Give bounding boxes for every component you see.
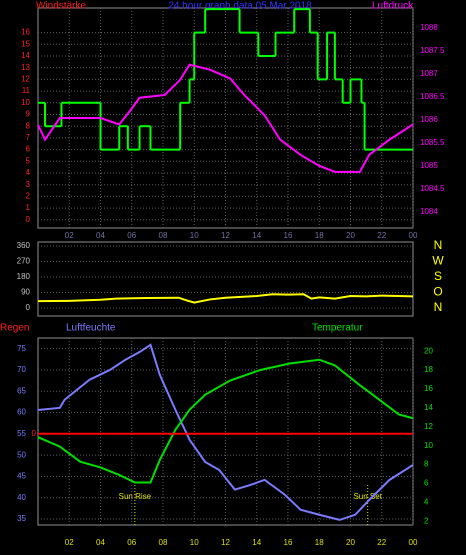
- y-tick-label: 5: [26, 156, 31, 165]
- y-tick-label: 6: [26, 145, 31, 154]
- y2-tick-label: 20: [424, 346, 433, 355]
- x-tick-label: 20: [346, 231, 355, 240]
- y-tick-label: 270: [17, 257, 31, 266]
- y2-tick-label: 1088: [420, 23, 438, 32]
- y-tick-label: 15: [21, 39, 30, 48]
- x-tick-label: 22: [377, 538, 386, 547]
- x-tick-label: 18: [315, 231, 324, 240]
- y-tick-label: 0: [26, 215, 31, 224]
- x-tick-label: 08: [159, 538, 168, 547]
- y2-tick-label: 1085.5: [420, 138, 445, 147]
- x-tick-label: 16: [284, 538, 293, 547]
- y-tick-label: 2: [26, 192, 31, 201]
- axis-label: Regen: [0, 323, 29, 334]
- y-tick-label: 70: [17, 365, 26, 374]
- y-tick-label: 55: [17, 429, 26, 438]
- y-tick-label: 0: [26, 303, 31, 312]
- y3-tick-label: 0: [32, 429, 37, 438]
- x-tick-label: 20: [346, 538, 355, 547]
- series-line: [37, 293, 414, 304]
- y-tick-label: 360: [17, 241, 31, 250]
- y-tick-label: 10: [21, 98, 30, 107]
- y-tick-label: 1: [26, 203, 31, 212]
- y2-tick-label: W: [432, 254, 444, 268]
- y-tick-label: 9: [26, 110, 31, 119]
- y2-tick-label: 12: [424, 422, 433, 431]
- x-tick-label: 04: [96, 538, 105, 547]
- x-tick-label: 18: [315, 538, 324, 547]
- axis-label: Temperatur: [312, 323, 363, 334]
- y2-tick-label: N: [434, 238, 443, 252]
- x-tick-label: 14: [252, 231, 261, 240]
- annotation: Sun Rise: [119, 492, 152, 501]
- series-line: [37, 63, 414, 173]
- y-tick-label: 180: [17, 272, 31, 281]
- x-tick-label: 22: [377, 231, 386, 240]
- series-line: [37, 343, 414, 521]
- y2-tick-label: 14: [424, 403, 433, 412]
- y-tick-label: 11: [22, 86, 31, 95]
- y-tick-label: 40: [17, 493, 26, 502]
- y2-tick-label: 8: [424, 460, 429, 469]
- y-tick-label: 16: [21, 28, 30, 37]
- y2-tick-label: 1086: [420, 115, 438, 124]
- y-tick-label: 14: [21, 51, 30, 60]
- x-tick-label: 12: [221, 231, 230, 240]
- x-tick-label: 08: [159, 231, 168, 240]
- y-tick-label: 4: [26, 168, 31, 177]
- panel-frame: [37, 241, 414, 317]
- x-tick-label: 16: [284, 231, 293, 240]
- series-line: [37, 358, 414, 484]
- y-tick-label: 7: [26, 133, 31, 142]
- y-tick-label: 3: [26, 180, 31, 189]
- y-tick-label: 35: [17, 514, 26, 523]
- axis-label: Luftfeuchte: [66, 323, 116, 334]
- y2-tick-label: 1087: [420, 69, 438, 78]
- x-tick-label: 00: [409, 538, 418, 547]
- y2-tick-label: O: [433, 285, 442, 299]
- x-tick-label: 06: [127, 231, 136, 240]
- x-tick-label: 04: [96, 231, 105, 240]
- axis-label: Luftdruck: [372, 1, 414, 12]
- y2-tick-label: 1085: [420, 161, 438, 170]
- y2-tick-label: 1086.5: [420, 92, 445, 101]
- y-tick-label: 45: [17, 472, 26, 481]
- x-tick-label: 12: [221, 538, 230, 547]
- y-tick-label: 8: [26, 121, 31, 130]
- y2-tick-label: N: [434, 300, 443, 314]
- y-tick-label: 90: [21, 288, 30, 297]
- y2-tick-label: 10: [424, 441, 433, 450]
- x-tick-label: 02: [65, 231, 74, 240]
- y2-tick-label: 18: [424, 365, 433, 374]
- x-tick-label: 02: [65, 538, 74, 547]
- y-tick-label: 65: [17, 386, 26, 395]
- y-tick-label: 75: [17, 344, 26, 353]
- y2-tick-label: 2: [424, 516, 429, 525]
- x-tick-label: 10: [190, 231, 199, 240]
- x-tick-label: 14: [252, 538, 261, 547]
- annotation: Sun Set: [353, 492, 382, 501]
- y-tick-label: 13: [21, 63, 30, 72]
- y2-tick-label: 16: [424, 384, 433, 393]
- y2-tick-label: 6: [424, 479, 429, 488]
- x-tick-label: 00: [409, 231, 418, 240]
- y2-tick-label: 1084: [420, 207, 438, 216]
- x-tick-label: 10: [190, 538, 199, 547]
- y-tick-label: 60: [17, 408, 26, 417]
- axis-label: Windstärke: [36, 1, 86, 12]
- y2-tick-label: 1084.5: [420, 184, 445, 193]
- y-tick-label: 12: [21, 74, 30, 83]
- y2-tick-label: S: [434, 269, 442, 283]
- chart-title: 24 hour graph data 05 Mar 2018: [168, 1, 312, 12]
- y2-tick-label: 1087.5: [420, 46, 445, 55]
- x-tick-label: 06: [127, 538, 136, 547]
- y2-tick-label: 4: [424, 497, 429, 506]
- y-tick-label: 50: [17, 450, 26, 459]
